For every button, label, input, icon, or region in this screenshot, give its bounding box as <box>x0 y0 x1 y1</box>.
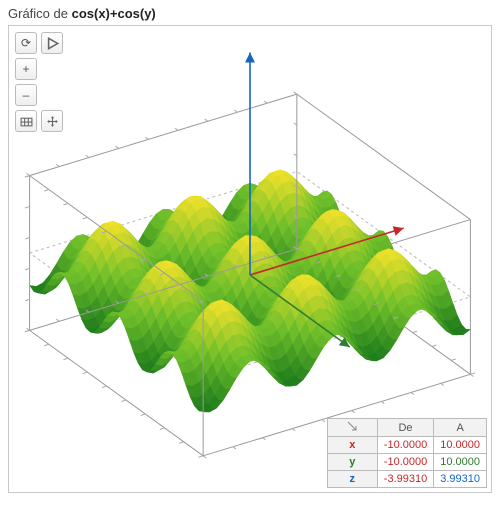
reload-button[interactable]: ⟳ <box>15 32 37 54</box>
axis-x-to[interactable]: 10.0000 <box>434 437 487 454</box>
play-button[interactable] <box>41 32 63 54</box>
title-prefix: Gráfico de <box>8 6 72 21</box>
plot-container: ⟳ + – De A x -10.0000 10.0000 y <box>8 25 492 493</box>
range-table: De A x -10.0000 10.0000 y -10.0000 10.00… <box>327 418 487 488</box>
axis-z-to[interactable]: 3.99310 <box>434 471 487 488</box>
axis-y-label: y <box>327 454 377 471</box>
axis-z-from[interactable]: -3.99310 <box>377 471 433 488</box>
axis-y-to[interactable]: 10.0000 <box>434 454 487 471</box>
title: Gráfico de cos(x)+cos(y) <box>0 0 500 25</box>
grid-button[interactable] <box>15 110 37 132</box>
axis-x-from[interactable]: -10.0000 <box>377 437 433 454</box>
axis-z-label: z <box>327 471 377 488</box>
zoom-in-button[interactable]: + <box>15 58 37 80</box>
axis-y-from[interactable]: -10.0000 <box>377 454 433 471</box>
range-header-from: De <box>377 419 433 437</box>
toolbar: ⟳ + – <box>15 32 63 132</box>
axis-x-label: x <box>327 437 377 454</box>
range-header-to: A <box>434 419 487 437</box>
title-expression: cos(x)+cos(y) <box>72 6 156 21</box>
zoom-out-button[interactable]: – <box>15 84 37 106</box>
move-button[interactable] <box>41 110 63 132</box>
range-corner <box>327 419 377 437</box>
